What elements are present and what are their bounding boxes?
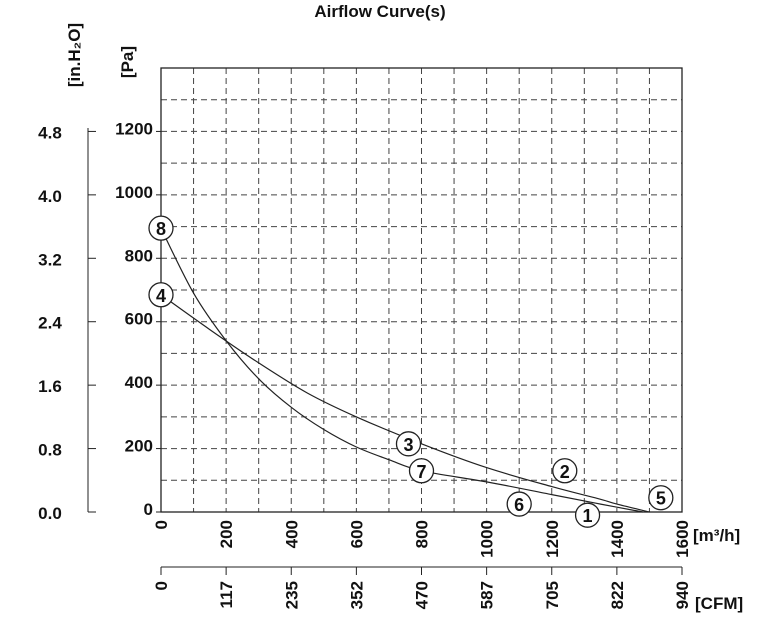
marker-circle [395, 431, 422, 457]
curves [160, 227, 650, 513]
marker-2: 2 [552, 458, 578, 484]
marker-label: 1 [583, 506, 593, 526]
x2-axis-tick-label: 470 [413, 581, 432, 609]
x2-axis-unit-label: [CFM] [695, 594, 743, 613]
marker-4: 4 [148, 282, 174, 308]
marker-circle [574, 502, 601, 528]
marker-circle [506, 491, 532, 517]
y-axis-tick-label: 1200 [115, 119, 153, 138]
y-axis-tick-label: 800 [125, 246, 153, 265]
marker-circle [552, 458, 578, 484]
marker-label: 7 [416, 462, 426, 482]
x-axis-tick-label: 1000 [478, 520, 497, 558]
marker-3: 3 [395, 431, 422, 457]
marker-label: 6 [514, 495, 524, 515]
x2-axis-tick-label: 0 [152, 581, 171, 590]
marker-5: 5 [648, 485, 674, 511]
marker-label: 8 [156, 219, 166, 239]
marker-7: 7 [408, 458, 435, 484]
left-axis-tick-label: 2.4 [38, 314, 62, 333]
y-axis-tick-label: 0 [144, 500, 153, 519]
y-axis-tick-label: 400 [125, 373, 153, 392]
left-axis-tick-label: 4.8 [38, 123, 62, 142]
x-axis-tick-label: 400 [282, 520, 301, 548]
chart-title: Airflow Curve(s) [314, 2, 445, 21]
x2-axis-tick-label: 235 [282, 581, 301, 609]
x2-axis-tick-label: 587 [478, 581, 497, 609]
y-axis-unit-label: [Pa] [118, 46, 137, 78]
marker-circle [148, 282, 174, 308]
marker-8: 8 [148, 215, 174, 241]
curve-4 [160, 294, 650, 513]
x-axis-tick-label: 200 [217, 520, 236, 548]
marker-label: 2 [560, 462, 570, 482]
x-axis-tick-label: 1400 [608, 520, 627, 558]
x2-axis-tick-label: 352 [347, 581, 366, 609]
left-axis-tick-label: 0.8 [38, 441, 62, 460]
x-axis-ticks: 0 200 400 600 800 1000 1200 1400 1600 [152, 520, 692, 558]
marker-label: 5 [656, 489, 666, 509]
y-axis-tick-label: 200 [125, 437, 153, 456]
x2-axis-tick-label: 940 [673, 581, 692, 609]
marker-circle [408, 458, 435, 484]
x2-axis-tick-label: 822 [608, 581, 627, 609]
left-axis-tick-label: 3.2 [38, 250, 62, 269]
x2-axis-tick-label: 117 [217, 581, 236, 608]
marker-circle [148, 215, 174, 241]
x-axis-tick-label: 0 [152, 520, 171, 529]
y-axis-tick-label: 1000 [115, 183, 153, 202]
curve-8 [160, 227, 644, 513]
x-axis-tick-label: 600 [347, 520, 366, 548]
plot-grid [161, 68, 682, 512]
x2-axis-ticks: 0 117 235 352 470 587 705 822 940 [152, 567, 692, 609]
marker-label: 3 [403, 435, 413, 455]
x-axis-tick-label: 800 [413, 520, 432, 548]
x-axis-unit-label: [m³/h] [693, 526, 740, 545]
left-axis-tick-label: 1.6 [38, 377, 62, 396]
marker-circle [648, 485, 674, 511]
marker-1: 1 [574, 502, 601, 528]
marker-label: 4 [156, 286, 166, 306]
x2-axis-tick-label: 705 [543, 581, 562, 609]
left-axis-ticks: 4.8 4.0 3.2 2.4 1.6 0.8 0.0 [38, 123, 96, 523]
marker-6: 6 [506, 491, 532, 517]
y-axis-tick-label: 600 [125, 310, 153, 329]
x-axis-tick-label: 1200 [543, 520, 562, 558]
left-axis-unit-label: [in.H₂O] [65, 23, 84, 87]
y-axis-ticks: 1200 1000 800 600 400 200 0 [115, 119, 161, 519]
curve-markers: 8 4 37 2 6 1 5 [148, 215, 674, 528]
x-axis-tick-label: 1600 [673, 520, 692, 558]
left-axis-tick-label: 4.0 [38, 187, 62, 206]
left-axis-tick-label: 0.0 [38, 504, 62, 523]
